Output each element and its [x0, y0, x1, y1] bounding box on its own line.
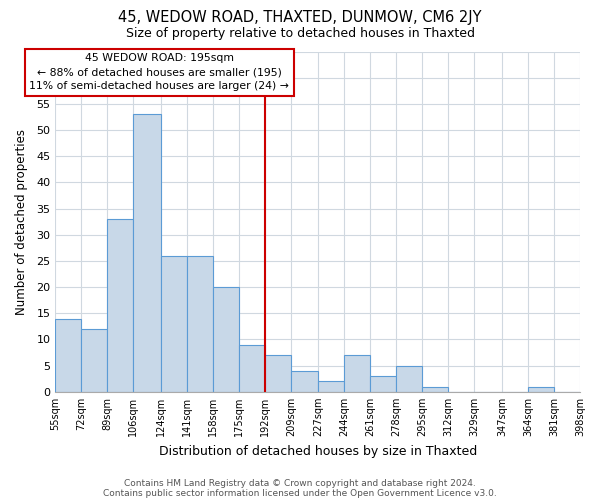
- Y-axis label: Number of detached properties: Number of detached properties: [15, 128, 28, 314]
- Bar: [239, 344, 265, 392]
- Bar: [265, 355, 291, 392]
- Text: 45, WEDOW ROAD, THAXTED, DUNMOW, CM6 2JY: 45, WEDOW ROAD, THAXTED, DUNMOW, CM6 2JY: [118, 10, 482, 25]
- Bar: [82, 329, 107, 392]
- Bar: [344, 355, 370, 392]
- Text: 45 WEDOW ROAD: 195sqm
← 88% of detached houses are smaller (195)
11% of semi-det: 45 WEDOW ROAD: 195sqm ← 88% of detached …: [29, 54, 289, 92]
- Text: Contains HM Land Registry data © Crown copyright and database right 2024.: Contains HM Land Registry data © Crown c…: [124, 478, 476, 488]
- Bar: [55, 318, 82, 392]
- Bar: [291, 371, 319, 392]
- Bar: [422, 386, 448, 392]
- Bar: [107, 219, 133, 392]
- Text: Size of property relative to detached houses in Thaxted: Size of property relative to detached ho…: [125, 28, 475, 40]
- Bar: [187, 256, 213, 392]
- Bar: [397, 366, 422, 392]
- Bar: [213, 287, 239, 392]
- Text: Contains public sector information licensed under the Open Government Licence v3: Contains public sector information licen…: [103, 488, 497, 498]
- Bar: [319, 382, 344, 392]
- Bar: [161, 256, 187, 392]
- Bar: [133, 114, 161, 392]
- X-axis label: Distribution of detached houses by size in Thaxted: Distribution of detached houses by size …: [158, 444, 477, 458]
- Bar: [370, 376, 397, 392]
- Bar: [528, 386, 554, 392]
